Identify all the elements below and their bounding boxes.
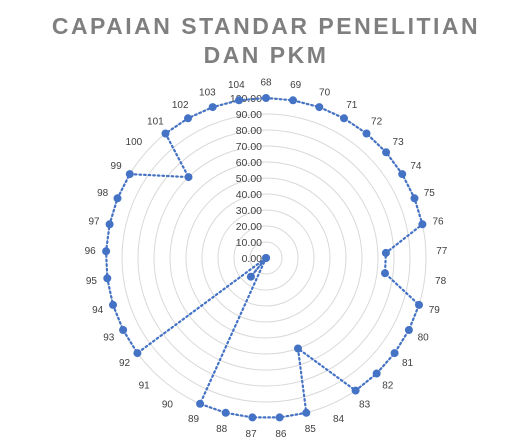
data-point	[184, 173, 193, 182]
category-label: 82	[382, 381, 394, 392]
category-label: 74	[410, 161, 422, 172]
chart-title-line-1: CAPAIAN STANDAR PENELITIAN	[52, 13, 480, 39]
category-label: 90	[162, 399, 174, 410]
data-point	[340, 114, 348, 123]
category-label: 87	[246, 429, 258, 440]
category-label: 88	[216, 424, 228, 435]
grid-ring	[217, 209, 315, 307]
data-point	[246, 272, 255, 281]
data-point	[102, 247, 111, 256]
data-point	[184, 114, 192, 123]
data-point	[415, 300, 423, 309]
data-point	[418, 220, 427, 229]
data-point	[372, 369, 381, 378]
category-label: 100	[126, 137, 143, 148]
data-point	[133, 349, 142, 358]
data-point	[262, 94, 270, 102]
data-point	[410, 194, 419, 203]
category-labels: 68 69 70 71 72 73 74 75 76 77 78 79 80 81 82 83 84 85 86 87…	[85, 78, 448, 440]
data-point	[381, 248, 390, 257]
category-label: 84	[333, 414, 345, 425]
grid-ring	[169, 161, 363, 355]
grid-ring	[233, 225, 299, 291]
category-label: 103	[199, 88, 216, 99]
category-label: 85	[305, 424, 317, 435]
radial-tick-label: 90.00	[236, 109, 262, 121]
category-label: 68	[260, 78, 272, 89]
category-label: 71	[346, 100, 358, 111]
category-label: 72	[371, 117, 383, 128]
category-label: 91	[139, 381, 151, 392]
category-label: 89	[188, 414, 200, 425]
data-point	[315, 103, 324, 112]
category-label: 92	[119, 358, 131, 369]
grid-ring	[201, 193, 331, 323]
data-point	[289, 96, 297, 105]
data-point	[398, 170, 407, 179]
radial-tick-labels: 0.00 10.00 20.00 30.00 40.00 50.00 60.00 70.00 8…	[230, 93, 262, 265]
data-point	[381, 269, 389, 278]
category-label: 75	[424, 188, 436, 199]
category-label: 70	[319, 88, 331, 99]
grid-ring	[121, 113, 411, 403]
data-point	[262, 254, 270, 262]
radial-tick-label: 20.00	[236, 221, 262, 233]
data-point	[302, 408, 311, 417]
grid-ring	[137, 129, 395, 387]
radial-tick-label: 0.00	[242, 253, 263, 265]
data-point	[119, 326, 128, 334]
category-label: 93	[103, 333, 115, 344]
category-label: 69	[290, 80, 302, 91]
data-point	[196, 399, 205, 408]
data-point	[161, 129, 170, 138]
data-point	[390, 349, 399, 358]
category-label: 97	[88, 216, 100, 227]
data-point	[109, 300, 117, 309]
category-label: 98	[97, 188, 109, 199]
grid-ring	[249, 241, 283, 275]
category-label: 81	[402, 358, 414, 369]
data-point	[125, 170, 134, 179]
category-label: 86	[275, 429, 287, 440]
category-label: 102	[172, 100, 189, 111]
data-point	[294, 344, 302, 353]
category-label: 83	[359, 399, 371, 410]
category-label: 94	[92, 305, 104, 316]
category-label: 104	[228, 80, 245, 91]
radial-tick-label: 30.00	[236, 205, 262, 217]
category-label: 79	[429, 305, 441, 316]
chart-title-line-2: DAN PKM	[204, 42, 329, 68]
data-point	[113, 194, 122, 203]
category-label: 77	[436, 246, 448, 257]
data-point	[248, 413, 257, 422]
category-label: 78	[435, 276, 447, 287]
data-point	[351, 386, 360, 395]
data-point	[362, 129, 371, 138]
category-label: 95	[86, 276, 98, 287]
data-point	[235, 96, 243, 105]
radial-tick-label: 40.00	[236, 189, 262, 201]
data-point	[105, 220, 114, 229]
radial-tick-label: 70.00	[236, 141, 262, 153]
data-point	[382, 148, 391, 157]
grid-ring	[185, 177, 347, 339]
category-label: 96	[85, 246, 97, 257]
category-label: 73	[393, 137, 405, 148]
radial-tick-label: 50.00	[236, 173, 262, 185]
data-point	[275, 413, 284, 422]
data-point	[103, 274, 112, 283]
data-point	[208, 103, 217, 112]
radial-tick-label: 80.00	[236, 125, 262, 137]
grid-ring	[153, 145, 379, 371]
category-label: 99	[111, 161, 123, 172]
radial-tick-label: 60.00	[236, 157, 262, 169]
category-label: 80	[418, 333, 430, 344]
data-point	[404, 326, 413, 334]
series-1	[102, 94, 427, 422]
radial-tick-label: 10.00	[236, 237, 262, 249]
category-label: 76	[432, 216, 444, 227]
data-point	[221, 408, 230, 417]
category-label: 101	[147, 117, 164, 128]
